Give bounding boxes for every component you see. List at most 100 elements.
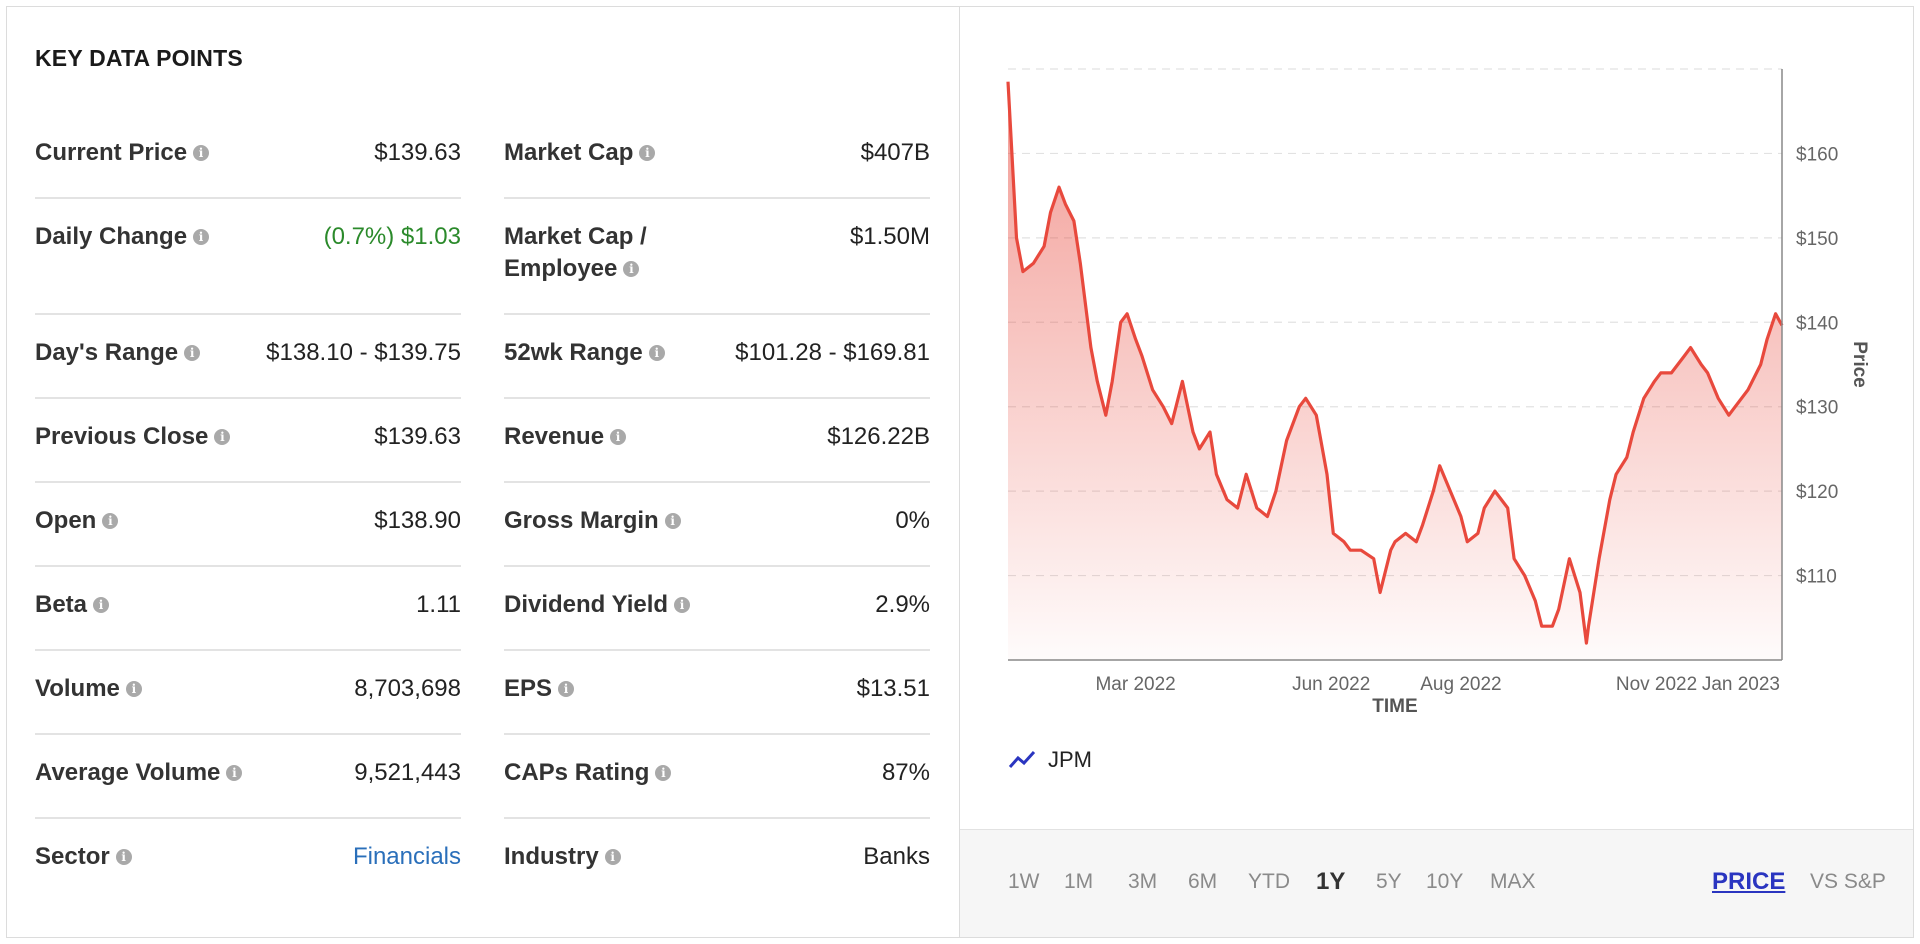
key-data-row: Beta i 1.11 — [35, 567, 461, 651]
key-data-row: Day's Range i $138.10 - $139.75 — [35, 315, 461, 399]
info-icon[interactable]: i — [102, 513, 119, 529]
timeframe-3m-button[interactable]: 3M — [1128, 870, 1158, 893]
key-data-value: $1.50M — [849, 223, 930, 250]
x-tick-label: Aug 2022 — [1420, 674, 1501, 695]
key-data-label: Volume i — [35, 673, 255, 705]
key-data-label: Gross Margin i — [504, 505, 724, 537]
info-icon[interactable]: i — [558, 681, 575, 697]
key-data-value: (0.7%) $1.03 — [323, 223, 461, 250]
key-data-row: Previous Close i $139.63 — [35, 399, 461, 483]
chart-legend[interactable]: JPM — [1008, 747, 1092, 773]
key-data-value: $139.63 — [374, 423, 461, 450]
key-data-label-text: Gross Margin — [504, 507, 659, 534]
key-data-label-text: Beta — [35, 591, 88, 618]
key-data-label: Revenue i — [504, 421, 724, 453]
key-data-label-text: Day's Range — [35, 339, 179, 366]
key-data-label: Current Price i — [35, 137, 255, 169]
timeframe-1w-button[interactable]: 1W — [1008, 870, 1040, 893]
key-data-value: 8,703,698 — [354, 675, 461, 702]
info-icon[interactable]: i — [193, 145, 210, 161]
key-data-row: EPS i $13.51 — [504, 651, 930, 735]
info-icon[interactable]: i — [664, 513, 681, 529]
key-data-label-text: 52wk Range — [504, 339, 643, 366]
key-data-card: KEY DATA POINTS Current Price i $139.63 Dai… — [6, 6, 1914, 938]
key-data-label: Market Cap / Employee i — [504, 221, 724, 285]
info-icon[interactable]: i — [193, 229, 210, 245]
timeframe-6m-button[interactable]: 6M — [1188, 870, 1218, 893]
series-line — [1006, 81, 1784, 645]
key-data-row: Dividend Yield i 2.9% — [504, 567, 930, 651]
key-data-row: Open i $138.90 — [35, 483, 461, 567]
timeframe-1y-button[interactable]: 1Y — [1316, 868, 1346, 895]
vs-sp-mode-button[interactable]: VS S&P — [1810, 870, 1886, 893]
key-data-label-text: Volume — [35, 675, 120, 702]
key-data-label-text: Dividend Yield — [504, 591, 669, 618]
key-data-column-left: Current Price i $139.63 Daily Change i (0.7%)… — [35, 115, 461, 903]
info-icon[interactable]: i — [623, 261, 640, 277]
info-icon[interactable]: i — [214, 429, 231, 445]
key-data-row: Gross Margin i 0% — [504, 483, 930, 567]
key-data-label: Industry i — [504, 841, 724, 873]
price-chart[interactable]: $160 $150 $140 $130 $120 $110 Mar 2022 Jun 2022… — [960, 7, 1913, 827]
key-data-value: 2.9% — [875, 591, 930, 618]
key-data-value: 1.11 — [416, 591, 461, 618]
info-icon[interactable]: i — [655, 765, 672, 781]
timeframe-10y-button[interactable]: 10Y — [1426, 870, 1464, 893]
info-icon[interactable]: i — [93, 597, 110, 613]
info-icon[interactable]: i — [184, 345, 201, 361]
timeframe-ytd-button[interactable]: YTD — [1248, 870, 1290, 893]
x-tick-label: Jan 2023 — [1702, 674, 1780, 695]
y-tick-label: $130 — [1796, 398, 1838, 419]
key-data-label: Beta i — [35, 589, 255, 621]
info-icon[interactable]: i — [610, 429, 627, 445]
key-data-column-right: Market Cap i $407B Market Cap / Employee i $1… — [504, 115, 930, 903]
key-data-value: 9,521,443 — [354, 759, 461, 786]
info-icon[interactable]: i — [648, 345, 665, 361]
panel-divider — [959, 7, 960, 937]
key-data-value: 87% — [881, 759, 930, 786]
key-data-label-text: Current Price — [35, 139, 188, 166]
key-data-label: Daily Change i — [35, 221, 255, 253]
chart-panel: $160 $150 $140 $130 $120 $110 Mar 2022 Jun 2022… — [960, 7, 1913, 937]
key-data-value: $13.51 — [856, 675, 930, 702]
key-data-label: Previous Close i — [35, 421, 255, 453]
key-data-label: EPS i — [504, 673, 724, 705]
y-tick-label: $120 — [1796, 482, 1838, 503]
series-area — [1008, 81, 1782, 660]
y-axis-title: Price — [1849, 341, 1870, 387]
key-data-label: CAPs Rating i — [504, 757, 724, 789]
key-data-value: $126.22B — [827, 423, 930, 450]
price-mode-button[interactable]: PRICE — [1712, 868, 1786, 895]
timeframe-max-button[interactable]: MAX — [1490, 870, 1536, 893]
key-data-row: Average Volume i 9,521,443 — [35, 735, 461, 819]
info-icon[interactable]: i — [639, 145, 656, 161]
key-data-row: Industry i Banks — [504, 819, 930, 903]
key-data-value: $138.10 - $139.75 — [266, 339, 461, 366]
key-data-label-text: EPS — [504, 675, 553, 702]
key-data-row: 52wk Range i $101.28 - $169.81 — [504, 315, 930, 399]
key-data-label: 52wk Range i — [504, 337, 724, 369]
timeframe-5y-button[interactable]: 5Y — [1376, 870, 1402, 893]
key-data-label: Day's Range i — [35, 337, 255, 369]
key-data-label-text: CAPs Rating — [504, 759, 650, 786]
info-icon[interactable]: i — [226, 765, 243, 781]
key-data-row: Market Cap / Employee i $1.50M — [504, 199, 930, 315]
key-data-label-text: Revenue — [504, 423, 605, 450]
key-data-row: Revenue i $126.22B — [504, 399, 930, 483]
info-icon[interactable]: i — [125, 681, 142, 697]
x-tick-label: Mar 2022 — [1095, 674, 1175, 695]
key-data-value: Banks — [863, 843, 930, 870]
info-icon[interactable]: i — [674, 597, 691, 613]
key-data-label: Open i — [35, 505, 255, 537]
key-data-label: Market Cap i — [504, 137, 724, 169]
key-data-value: 0% — [895, 507, 930, 534]
line-series-icon — [1008, 750, 1036, 768]
key-data-label: Sector i — [35, 841, 255, 873]
info-icon[interactable]: i — [115, 849, 132, 865]
info-icon[interactable]: i — [604, 849, 621, 865]
key-data-row: Current Price i $139.63 — [35, 115, 461, 199]
sector-link[interactable]: Financials — [352, 843, 461, 870]
timeframe-1m-button[interactable]: 1M — [1064, 870, 1094, 893]
x-axis-title: TIME — [1372, 696, 1417, 717]
key-data-label-text: Average Volume — [35, 759, 221, 786]
